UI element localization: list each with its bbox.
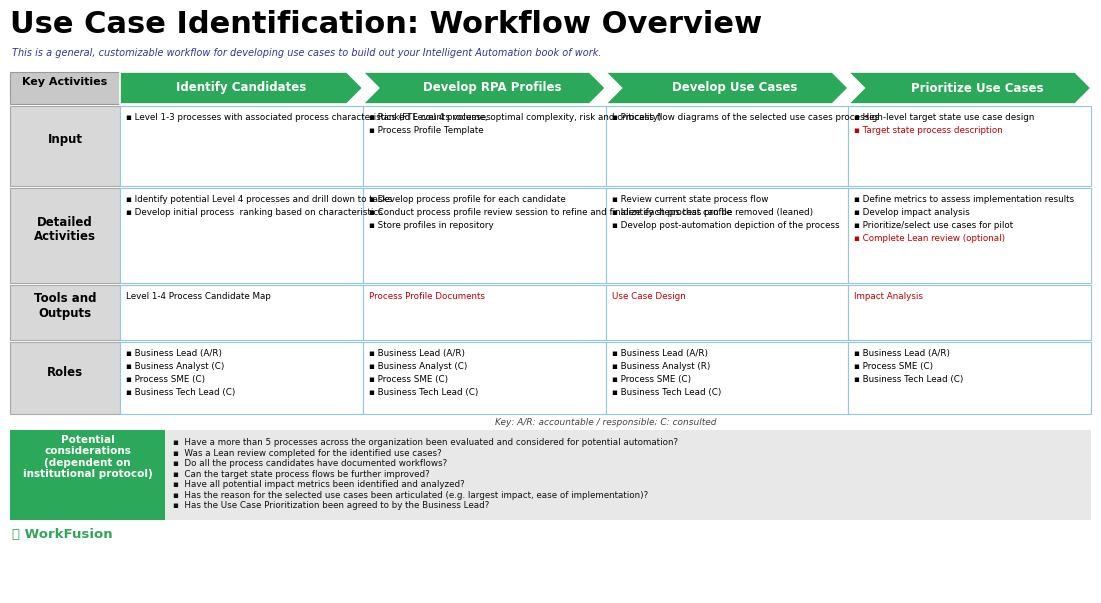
Bar	[10, 430, 1091, 520]
Bar	[120, 342, 362, 414]
Bar	[848, 285, 1091, 340]
Text: Use Case Design: Use Case Design	[611, 292, 685, 301]
Bar	[10, 342, 120, 414]
Bar	[120, 285, 362, 340]
Text: Tools and
Outputs: Tools and Outputs	[34, 292, 96, 321]
Text: Input: Input	[47, 133, 83, 147]
Polygon shape	[848, 72, 1091, 104]
Text: Detailed
Activities: Detailed Activities	[34, 215, 96, 244]
Text: ▪ High-level target state use case design: ▪ High-level target state use case desig…	[854, 113, 1035, 122]
Text: Roles: Roles	[47, 365, 83, 379]
Bar	[362, 106, 606, 186]
Bar	[606, 342, 848, 414]
Text: ▪ Process SME (C): ▪ Process SME (C)	[126, 375, 205, 384]
Bar	[606, 285, 848, 340]
Text: ▪ Process flow diagrams of the selected use cases processes: ▪ Process flow diagrams of the selected …	[611, 113, 879, 122]
Text: ▪  Has the Use Case Prioritization been agreed to by the Business Lead?: ▪ Has the Use Case Prioritization been a…	[173, 502, 489, 510]
Text: Key Activities: Key Activities	[22, 77, 108, 87]
Bar	[848, 188, 1091, 283]
Text: Level 1-4 Process Candidate Map: Level 1-4 Process Candidate Map	[126, 292, 271, 301]
Text: ▪  Have a more than 5 processes across the organization been evaluated and consi: ▪ Have a more than 5 processes across th…	[173, 438, 678, 447]
Text: ▪ Level 1-3 processes with associated process characteristics (FTE counts volume: ▪ Level 1-3 processes with associated pr…	[126, 113, 662, 122]
Text: ▪ Ranked Level 4 processes: ▪ Ranked Level 4 processes	[369, 113, 491, 122]
Bar	[606, 188, 848, 283]
Text: ▪ Target state process description: ▪ Target state process description	[854, 126, 1003, 135]
Text: ▪ Identify potential Level 4 processes and drill down to tasks: ▪ Identify potential Level 4 processes a…	[126, 195, 392, 204]
Text: ▪ Develop impact analysis: ▪ Develop impact analysis	[854, 208, 970, 217]
Text: ▪ Process SME (C): ▪ Process SME (C)	[611, 375, 690, 384]
Text: ▪ Business Tech Lead (C): ▪ Business Tech Lead (C)	[611, 388, 721, 397]
Text: ▪ Define metrics to assess implementation results: ▪ Define metrics to assess implementatio…	[854, 195, 1075, 204]
Text: Develop Use Cases: Develop Use Cases	[673, 81, 797, 95]
Polygon shape	[362, 72, 606, 104]
Text: ▪ Business Analyst (C): ▪ Business Analyst (C)	[369, 362, 467, 371]
Text: This is a general, customizable workflow for developing use cases to build out y: This is a general, customizable workflow…	[12, 48, 601, 58]
Text: ▪ Process Profile Template: ▪ Process Profile Template	[369, 126, 483, 135]
Bar	[10, 430, 165, 520]
Text: Key: A/R: accountable / responsible; C: consulted: Key: A/R: accountable / responsible; C: …	[494, 418, 717, 427]
Text: ▪ Business Lead (A/R): ▪ Business Lead (A/R)	[854, 349, 950, 358]
Text: Potential
considerations
(dependent on
institutional protocol): Potential considerations (dependent on i…	[23, 435, 152, 479]
Text: ▪ Business Tech Lead (C): ▪ Business Tech Lead (C)	[369, 388, 478, 397]
Bar	[120, 188, 362, 283]
Text: ▪  Can the target state process flows be further improved?: ▪ Can the target state process flows be …	[173, 470, 429, 479]
Text: ▪ Business Lead (A/R): ▪ Business Lead (A/R)	[369, 349, 465, 358]
Bar	[362, 342, 606, 414]
Text: ▪ Review current state process flow: ▪ Review current state process flow	[611, 195, 767, 204]
Text: ▪ Identify steps that can be removed (leaned): ▪ Identify steps that can be removed (le…	[611, 208, 813, 217]
Text: Impact Analysis: Impact Analysis	[854, 292, 924, 301]
Text: ▪ Develop process profile for each candidate: ▪ Develop process profile for each candi…	[369, 195, 566, 204]
Bar	[10, 188, 120, 283]
Bar	[10, 106, 120, 186]
Text: ▪ Process SME (C): ▪ Process SME (C)	[854, 362, 934, 371]
Bar	[10, 285, 120, 340]
Polygon shape	[120, 72, 362, 104]
Bar	[10, 72, 120, 104]
Text: ▪  Have all potential impact metrics been identified and analyzed?: ▪ Have all potential impact metrics been…	[173, 480, 465, 489]
Text: ▪ Business Analyst (R): ▪ Business Analyst (R)	[611, 362, 710, 371]
Text: ▪ Process SME (C): ▪ Process SME (C)	[369, 375, 448, 384]
Bar	[606, 106, 848, 186]
Text: Prioritize Use Cases: Prioritize Use Cases	[912, 81, 1044, 95]
Text: ▪ Business Lead (A/R): ▪ Business Lead (A/R)	[611, 349, 708, 358]
Bar	[362, 285, 606, 340]
Text: 𝓌 WorkFusion: 𝓌 WorkFusion	[12, 528, 112, 541]
Text: ▪ Business Analyst (C): ▪ Business Analyst (C)	[126, 362, 225, 371]
Text: ▪ Complete Lean review (optional): ▪ Complete Lean review (optional)	[854, 234, 1005, 243]
Bar	[362, 188, 606, 283]
Bar	[120, 106, 362, 186]
Text: ▪  Do all the process candidates have documented workflows?: ▪ Do all the process candidates have doc…	[173, 459, 447, 468]
Polygon shape	[606, 72, 848, 104]
Text: ▪ Develop initial process  ranking based on characteristics: ▪ Develop initial process ranking based …	[126, 208, 383, 217]
Text: ▪ Business Lead (A/R): ▪ Business Lead (A/R)	[126, 349, 222, 358]
Text: ▪ Develop post-automation depiction of the process: ▪ Develop post-automation depiction of t…	[611, 221, 839, 230]
Bar	[848, 106, 1091, 186]
Text: ▪  Has the reason for the selected use cases been articulated (e.g. largest impa: ▪ Has the reason for the selected use ca…	[173, 491, 648, 500]
Text: ▪ Conduct process profile review session to refine and finalize each process pro: ▪ Conduct process profile review session…	[369, 208, 732, 217]
Text: Identify Candidates: Identify Candidates	[176, 81, 306, 95]
Text: ▪  Was a Lean review completed for the identified use cases?: ▪ Was a Lean review completed for the id…	[173, 449, 442, 458]
Bar	[848, 342, 1091, 414]
Text: Process Profile Documents: Process Profile Documents	[369, 292, 484, 301]
Text: ▪ Business Tech Lead (C): ▪ Business Tech Lead (C)	[126, 388, 236, 397]
Text: ▪ Store profiles in repository: ▪ Store profiles in repository	[369, 221, 493, 230]
Text: Use Case Identification: Workflow Overview: Use Case Identification: Workflow Overvi…	[10, 10, 762, 39]
Text: ▪ Prioritize/select use cases for pilot: ▪ Prioritize/select use cases for pilot	[854, 221, 1013, 230]
Text: ▪ Business Tech Lead (C): ▪ Business Tech Lead (C)	[854, 375, 963, 384]
Text: Develop RPA Profiles: Develop RPA Profiles	[423, 81, 562, 95]
